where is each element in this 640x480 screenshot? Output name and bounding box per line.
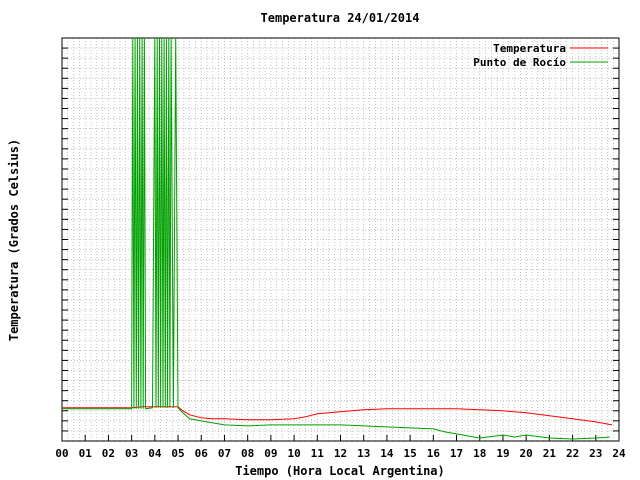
- x-axis-label: Tiempo (Hora Local Argentina): [235, 464, 445, 478]
- x-tick-label: 04: [148, 447, 162, 460]
- x-tick-label: 06: [195, 447, 209, 460]
- x-tick-label: 19: [496, 447, 509, 460]
- x-tick-label: 08: [241, 447, 254, 460]
- x-tick-label: 00: [55, 447, 68, 460]
- x-tick-label: 02: [102, 447, 115, 460]
- legend-label-temperatura: Temperatura: [493, 42, 566, 55]
- series-layer: [62, 37, 613, 440]
- x-tick-label: 15: [404, 447, 417, 460]
- grid: [61, 37, 620, 442]
- x-tick-label: 11: [311, 447, 325, 460]
- legend: Temperatura Punto de Rocío: [473, 42, 608, 69]
- legend-label-punto-de-rocio: Punto de Rocío: [473, 56, 566, 69]
- x-tick-label: 03: [125, 447, 138, 460]
- series-line-punto-de-rocio: [62, 37, 610, 440]
- y-axis-ticks: [62, 37, 619, 442]
- y-axis-label: Temperatura (Grados Celsius): [7, 139, 21, 341]
- x-tick-label: 09: [264, 447, 277, 460]
- x-tick-label: 07: [218, 447, 231, 460]
- x-tick-label: 21: [543, 447, 557, 460]
- x-tick-label: 05: [171, 447, 184, 460]
- x-tick-label: 14: [380, 447, 394, 460]
- x-axis-ticks: 00 01 02 03 04 05 06 07 08 09 10 11 12 13 14 15 16 17 18 19…: [55, 435, 626, 460]
- series-line-temperatura: [62, 406, 613, 426]
- x-tick-label: 24: [612, 447, 626, 460]
- x-tick-label: 01: [79, 447, 93, 460]
- x-tick-label: 22: [566, 447, 579, 460]
- x-tick-label: 16: [427, 447, 441, 460]
- x-tick-label: 20: [520, 447, 533, 460]
- x-tick-label: 10: [287, 447, 300, 460]
- x-tick-label: 17: [450, 447, 463, 460]
- x-tick-label: 13: [357, 447, 370, 460]
- chart-title: Temperatura 24/01/2014: [261, 11, 420, 25]
- x-tick-label: 18: [473, 447, 486, 460]
- x-tick-label: 23: [589, 447, 602, 460]
- x-tick-label: 12: [334, 447, 347, 460]
